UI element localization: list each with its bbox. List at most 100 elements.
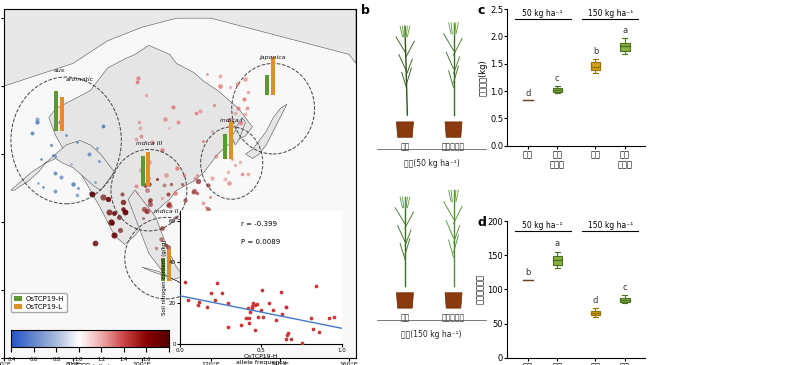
Point: [181, 238, 194, 244]
Point: [149, 245, 162, 251]
Point: [46, 152, 59, 158]
Text: 近等基因系: 近等基因系: [442, 142, 465, 151]
Point: [179, 197, 192, 203]
Point: [162, 244, 174, 250]
Bar: [60, 97, 64, 131]
Text: japonica: japonica: [260, 55, 286, 60]
Point: [160, 172, 173, 178]
Point: [31, 116, 44, 122]
Point: [167, 104, 180, 110]
Point: [234, 119, 247, 125]
Point: [170, 214, 182, 220]
Point: [118, 209, 131, 215]
Polygon shape: [49, 45, 253, 245]
Point: [190, 190, 203, 196]
Text: b: b: [526, 268, 530, 277]
Bar: [54, 91, 58, 131]
Text: 低氮(50 kg ha⁻¹): 低氮(50 kg ha⁻¹): [404, 160, 459, 169]
Polygon shape: [128, 190, 183, 281]
Polygon shape: [246, 104, 287, 158]
Point: [234, 120, 246, 126]
Text: aus: aus: [54, 68, 65, 73]
Point: [197, 200, 210, 206]
Point: [137, 215, 150, 220]
Point: [54, 119, 66, 125]
Y-axis label: 小区产量(kg): 小区产量(kg): [478, 59, 487, 96]
Text: 150 kg ha⁻¹: 150 kg ha⁻¹: [587, 221, 633, 230]
Text: a: a: [622, 26, 627, 35]
Point: [204, 194, 217, 200]
Text: d: d: [526, 89, 530, 98]
Bar: [590, 62, 600, 70]
Point: [233, 160, 246, 165]
Polygon shape: [445, 293, 462, 308]
Point: [108, 210, 121, 216]
Point: [138, 182, 151, 188]
Point: [242, 171, 254, 177]
Point: [66, 181, 79, 187]
Point: [65, 161, 78, 167]
Point: [134, 168, 147, 173]
Point: [26, 130, 38, 136]
Point: [102, 196, 114, 202]
Point: [162, 203, 174, 208]
Point: [141, 187, 154, 193]
Text: 150 kg ha⁻¹: 150 kg ha⁻¹: [587, 9, 633, 18]
Point: [241, 105, 254, 111]
Point: [229, 110, 242, 116]
Point: [107, 232, 120, 238]
Point: [176, 245, 189, 250]
Point: [48, 154, 61, 160]
Point: [201, 71, 214, 77]
Y-axis label: 氮肥利用效率: 氮肥利用效率: [476, 274, 485, 304]
Text: indica II: indica II: [154, 209, 178, 214]
Point: [223, 180, 236, 186]
Point: [142, 181, 155, 187]
Point: [72, 185, 85, 191]
Text: c: c: [477, 4, 484, 17]
Point: [88, 179, 101, 185]
Point: [222, 169, 235, 174]
Text: 近等基因系: 近等基因系: [442, 313, 465, 322]
Point: [192, 178, 205, 184]
Point: [196, 138, 209, 144]
Point: [235, 172, 248, 177]
Point: [191, 173, 204, 178]
Point: [194, 249, 206, 255]
Point: [116, 191, 129, 196]
Polygon shape: [11, 141, 114, 190]
Point: [117, 206, 130, 212]
Point: [84, 190, 97, 196]
Point: [207, 102, 220, 108]
Point: [190, 110, 202, 116]
Point: [198, 243, 211, 249]
Point: [144, 197, 157, 203]
Bar: [223, 134, 227, 158]
Point: [206, 175, 218, 181]
Point: [113, 214, 126, 220]
Point: [156, 225, 169, 231]
Polygon shape: [232, 118, 246, 145]
Point: [155, 147, 168, 153]
Point: [133, 119, 146, 125]
Bar: [229, 122, 234, 158]
Point: [104, 219, 117, 225]
Point: [139, 92, 152, 98]
Point: [195, 218, 208, 223]
Point: [32, 180, 45, 186]
Point: [200, 204, 213, 210]
Point: [160, 242, 173, 247]
Bar: [141, 156, 145, 186]
Point: [202, 182, 214, 188]
Text: 越光: 越光: [400, 313, 410, 322]
Text: c: c: [622, 283, 627, 292]
Text: 中氮(150 kg ha⁻¹): 中氮(150 kg ha⁻¹): [402, 330, 462, 339]
Point: [90, 146, 103, 151]
Text: 50 kg ha⁻¹: 50 kg ha⁻¹: [522, 9, 563, 18]
Point: [130, 190, 143, 196]
Point: [162, 202, 174, 208]
Point: [70, 193, 83, 199]
Polygon shape: [445, 122, 462, 137]
Text: a: a: [554, 239, 560, 248]
Bar: [553, 256, 562, 265]
